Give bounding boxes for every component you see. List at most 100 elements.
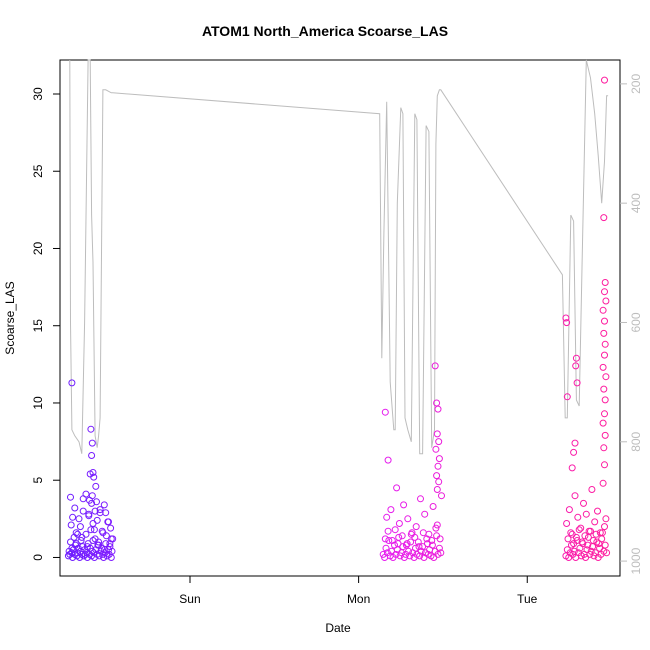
data-point: [69, 513, 77, 521]
data-point: [391, 526, 399, 534]
x-tick-label: Sun: [179, 592, 200, 606]
data-point: [434, 462, 442, 470]
data-point: [601, 461, 608, 469]
data-point: [601, 396, 609, 404]
data-point: [567, 529, 575, 537]
data-point: [384, 456, 392, 464]
data-point: [570, 448, 578, 456]
data-point: [108, 547, 116, 555]
data-point: [592, 530, 600, 538]
data-point: [395, 533, 403, 541]
data-point: [400, 501, 408, 509]
data-point: [571, 439, 579, 447]
data-point: [437, 549, 445, 557]
data-point: [90, 473, 98, 481]
plot-frame: [59, 59, 621, 577]
data-point: [86, 496, 93, 504]
bottom-axis: Sun Mon Tue: [179, 576, 538, 606]
data-point: [571, 492, 579, 500]
right-tick-label: 600: [629, 312, 643, 332]
data-point: [562, 314, 570, 322]
data-point: [563, 520, 571, 527]
data-point: [435, 478, 443, 486]
data-point: [574, 513, 582, 521]
data-point: [79, 507, 87, 515]
data-point: [589, 537, 597, 544]
data-point: [601, 317, 608, 325]
data-point: [602, 515, 610, 523]
data-point: [598, 535, 606, 543]
data-point: [381, 535, 389, 543]
data-point: [572, 362, 580, 370]
data-point: [419, 529, 427, 537]
data-point: [433, 472, 441, 480]
x-axis-label: Date: [325, 621, 351, 635]
data-point: [68, 544, 76, 552]
data-point: [600, 214, 608, 222]
data-point: [601, 523, 608, 531]
data-point: [431, 362, 439, 370]
data-point: [563, 319, 571, 327]
data-point: [412, 544, 419, 552]
data-point: [382, 544, 390, 552]
data-point: [89, 520, 97, 527]
data-point: [572, 354, 580, 362]
plot-area: [59, 59, 621, 577]
data-point: [88, 547, 96, 555]
data-point: [383, 513, 391, 521]
data-point: [428, 541, 436, 549]
data-point: [603, 549, 611, 557]
data-point: [587, 527, 594, 535]
data-point: [387, 506, 395, 514]
data-point: [93, 516, 101, 524]
data-point: [83, 543, 91, 551]
left-axis: 0 5 10 15 20 25 30: [31, 87, 60, 561]
y-tick-label: 5: [31, 477, 45, 484]
y-tick-label: 15: [31, 319, 45, 333]
y-tick-label: 25: [31, 164, 45, 178]
y-tick-label: 30: [31, 87, 45, 101]
data-point: [71, 504, 79, 512]
right-tick-label: 200: [629, 74, 643, 94]
data-point: [601, 410, 608, 418]
data-point: [577, 524, 585, 532]
data-point: [580, 499, 587, 507]
data-point: [395, 520, 403, 527]
data-point: [88, 439, 96, 447]
data-point: [95, 552, 103, 560]
right-axis: 200 400 600 800 1000: [620, 74, 643, 574]
data-point: [87, 526, 95, 534]
data-point: [75, 515, 83, 523]
data-point: [565, 506, 573, 514]
data-point: [601, 76, 608, 84]
data-point: [568, 464, 576, 472]
data-point: [601, 279, 609, 286]
data-point: [93, 498, 100, 506]
data-point: [417, 495, 424, 503]
data-point: [600, 385, 608, 393]
data-point: [100, 554, 108, 561]
data-point: [82, 530, 90, 538]
data-point: [435, 438, 443, 446]
data-point: [438, 492, 445, 500]
data-point: [435, 544, 443, 552]
data-point: [105, 518, 112, 526]
y-tick-label: 20: [31, 241, 45, 255]
x-tick-label: Tue: [517, 592, 538, 606]
data-point: [432, 524, 440, 532]
data-point: [602, 373, 610, 381]
data-point: [564, 535, 572, 543]
data-point: [388, 537, 396, 544]
data-point: [412, 523, 420, 531]
data-point: [416, 552, 424, 560]
data-point: [601, 431, 609, 439]
data-point: [593, 538, 601, 546]
data-point: [107, 535, 115, 543]
data-point: [601, 351, 608, 359]
data-point: [394, 540, 402, 548]
data-point: [96, 506, 104, 514]
data-point: [434, 405, 442, 413]
data-point: [411, 533, 419, 541]
data-point: [581, 532, 589, 540]
